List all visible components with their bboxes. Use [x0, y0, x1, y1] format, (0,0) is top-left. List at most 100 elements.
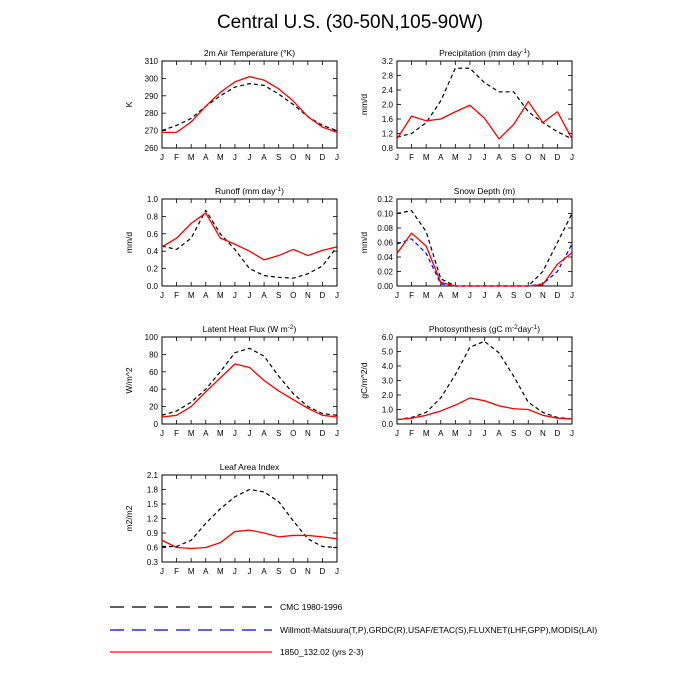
- x-tick-label: A: [203, 567, 209, 576]
- panel-snow: Snow Depth (m) 0.00 0.02 0.04 0.06 0.08 0.10 0.…: [359, 186, 574, 300]
- panel-title: Runoff (mm day-1): [215, 186, 284, 197]
- x-tick-label: J: [395, 429, 399, 438]
- y-tick-label: 0.0: [382, 420, 394, 429]
- x-tick-label: J: [233, 153, 237, 162]
- y-tick-label: 1.6: [382, 115, 394, 124]
- series-line-cmc: [396, 340, 573, 421]
- x-tick-label: S: [276, 429, 281, 438]
- legend-item-model: 1850_132.02 (yrs 2-3): [110, 647, 364, 657]
- x-tick-label: O: [525, 429, 531, 438]
- x-tick-label: O: [290, 567, 296, 576]
- x-tick-label: J: [468, 291, 472, 300]
- panel-gpp: Photosynthesis (gC m-2day-1) 0.0 1.0 2.0 3.0…: [359, 324, 574, 439]
- y-tick-label: 1.8: [147, 486, 159, 495]
- y-tick-label: 0.9: [147, 529, 159, 538]
- x-tick-label: M: [217, 567, 224, 576]
- plot-frame: [161, 60, 338, 149]
- y-tick-label: 2.8: [382, 72, 394, 81]
- legend-label: Willmott-Matsuura(T,P),GRDC(R),USAF/ETAC…: [280, 625, 597, 635]
- panel-title: Leaf Area Index: [220, 462, 280, 472]
- x-tick-label: O: [290, 291, 296, 300]
- legend-label: CMC 1980-1996: [280, 602, 343, 612]
- y-tick-label: 2.1: [147, 471, 159, 480]
- y-tick-label: 0.08: [377, 224, 393, 233]
- x-tick-label: J: [395, 153, 399, 162]
- legend-item-obs: Willmott-Matsuura(T,P),GRDC(R),USAF/ETAC…: [110, 625, 597, 635]
- x-tick-label: J: [570, 153, 574, 162]
- plot-frame: [161, 336, 338, 425]
- y-tick-label: 2.4: [382, 86, 394, 95]
- x-tick-label: J: [248, 567, 252, 576]
- y-tick-label: 0.6: [147, 544, 159, 553]
- y-tick-label: 310: [145, 57, 159, 66]
- y-tick-label: 270: [145, 127, 159, 136]
- x-tick-label: J: [233, 291, 237, 300]
- x-tick-label: M: [188, 153, 195, 162]
- series-line-cmc: [161, 209, 338, 279]
- panel-title: Precipitation (mm day-1): [439, 48, 530, 59]
- y-tick-label: 0.02: [377, 268, 393, 277]
- y-tick-label: 280: [145, 109, 159, 118]
- y-tick-label: 6.0: [382, 333, 394, 342]
- x-tick-label: J: [233, 567, 237, 576]
- y-tick-label: 0.8: [382, 144, 394, 153]
- x-tick-label: M: [423, 291, 430, 300]
- x-tick-label: N: [305, 429, 311, 438]
- x-tick-label: D: [555, 153, 561, 162]
- y-axis-label: mm/d: [359, 94, 369, 116]
- y-tick-label: 80: [149, 350, 158, 359]
- x-tick-label: M: [423, 429, 430, 438]
- x-tick-label: M: [452, 291, 459, 300]
- chart-panels: 2m Air Temperature (°K) 260 270 280 290 300 31…: [124, 48, 574, 577]
- x-tick-label: J: [160, 429, 164, 438]
- plot-frame: [161, 198, 338, 287]
- x-tick-label: M: [452, 429, 459, 438]
- plot-frame: [396, 198, 573, 287]
- x-tick-label: J: [248, 153, 252, 162]
- series-line-model: [396, 397, 573, 421]
- legend-label: 1850_132.02 (yrs 2-3): [280, 647, 364, 657]
- x-tick-label: O: [290, 429, 296, 438]
- legend-item-cmc: CMC 1980-1996: [110, 602, 343, 612]
- x-tick-label: S: [276, 153, 281, 162]
- x-tick-label: F: [409, 291, 414, 300]
- x-tick-label: J: [570, 291, 574, 300]
- x-tick-label: A: [261, 567, 267, 576]
- x-tick-label: S: [276, 567, 281, 576]
- x-tick-label: A: [203, 291, 209, 300]
- series-line-obs: [396, 238, 573, 287]
- x-tick-label: M: [217, 153, 224, 162]
- y-tick-label: 260: [145, 144, 159, 153]
- x-tick-label: J: [248, 429, 252, 438]
- y-axis-label: mm/d: [124, 232, 134, 254]
- x-tick-label: N: [305, 291, 311, 300]
- x-tick-label: D: [320, 153, 326, 162]
- y-axis-label: m2/m2: [124, 505, 134, 531]
- plot-frame: [396, 336, 573, 425]
- y-tick-label: 1.2: [382, 130, 394, 139]
- x-tick-label: M: [188, 567, 195, 576]
- chart-legend: CMC 1980-1996 Willmott-Matsuura(T,P),GRDC…: [110, 602, 597, 657]
- y-tick-label: 5.0: [382, 348, 394, 357]
- x-tick-label: D: [320, 567, 326, 576]
- series-line-cmc: [162, 488, 338, 549]
- x-tick-label: J: [160, 291, 164, 300]
- y-tick-label: 0.2: [147, 265, 159, 274]
- x-tick-label: D: [320, 291, 326, 300]
- panel-title: Snow Depth (m): [454, 186, 516, 196]
- y-tick-label: 1.5: [147, 500, 159, 509]
- y-tick-label: 1.2: [147, 515, 159, 524]
- x-tick-label: N: [540, 429, 546, 438]
- x-tick-label: F: [174, 567, 179, 576]
- x-tick-label: J: [570, 429, 574, 438]
- figure-title: Central U.S. (30-50N,105-90W): [216, 12, 484, 33]
- y-axis-label: W/m^2: [124, 367, 134, 393]
- series-line-cmc: [396, 67, 573, 140]
- x-tick-label: F: [174, 291, 179, 300]
- x-tick-label: A: [438, 291, 444, 300]
- x-tick-label: S: [511, 153, 516, 162]
- y-tick-label: 2.0: [382, 101, 394, 110]
- series-line-model: [161, 529, 338, 550]
